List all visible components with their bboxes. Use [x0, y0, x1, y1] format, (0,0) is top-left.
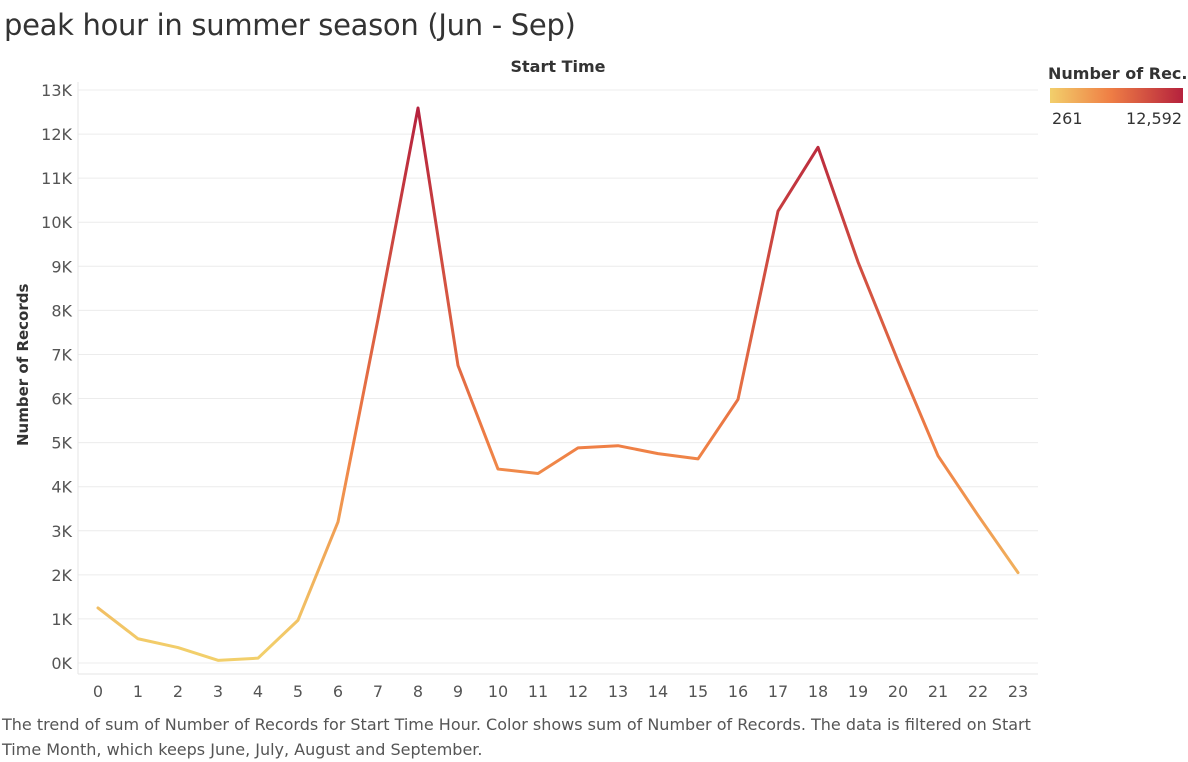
y-tick-label: 11K [41, 169, 72, 188]
data-point[interactable] [332, 516, 344, 528]
y-tick-label: 9K [51, 257, 72, 276]
data-point[interactable] [1012, 567, 1024, 579]
data-point[interactable] [532, 467, 544, 479]
legend-max-label: 12,592 [1126, 109, 1182, 128]
x-tick-label: 21 [928, 682, 948, 701]
x-tick-label: 7 [373, 682, 383, 701]
data-point[interactable] [932, 450, 944, 462]
series-line[interactable] [92, 102, 1024, 666]
x-tick-label: 23 [1008, 682, 1028, 701]
x-tick-label: 14 [648, 682, 668, 701]
data-point[interactable] [452, 359, 464, 371]
data-point[interactable] [92, 602, 104, 614]
x-tick-label: 19 [848, 682, 868, 701]
data-point[interactable] [652, 448, 664, 460]
records-line[interactable] [96, 106, 1020, 662]
y-tick-label: 3K [51, 522, 72, 541]
data-point[interactable] [892, 355, 904, 367]
data-point[interactable] [572, 442, 584, 454]
y-tick-label: 6K [51, 390, 72, 409]
y-tick-label: 13K [41, 81, 72, 100]
x-tick-label: 11 [528, 682, 548, 701]
x-axis-ticks: 0 1 2 3 4 5 6 7 8 9 10 11 12 13 14 15 16 17 18 19 20 21 22 23 [93, 682, 1028, 701]
x-tick-label: 5 [293, 682, 303, 701]
data-point[interactable] [852, 256, 864, 268]
y-tick-label: 2K [51, 566, 72, 585]
y-tick-label: 1K [51, 610, 72, 629]
data-point[interactable] [412, 102, 424, 114]
gridlines [77, 82, 1038, 675]
data-point[interactable] [612, 440, 624, 452]
x-tick-label: 3 [213, 682, 223, 701]
data-point[interactable] [172, 642, 184, 654]
x-tick-label: 17 [768, 682, 788, 701]
x-tick-label: 20 [888, 682, 908, 701]
x-tick-label: 10 [488, 682, 508, 701]
y-axis-ticks: 0K 1K 2K 3K 4K 5K 6K 7K 8K 9K 10K 11K 12K 13K [41, 81, 72, 673]
x-tick-label: 16 [728, 682, 748, 701]
x-tick-label: 9 [453, 682, 463, 701]
x-tick-label: 13 [608, 682, 628, 701]
x-tick-label: 18 [808, 682, 828, 701]
x-tick-label: 15 [688, 682, 708, 701]
x-tick-label: 8 [413, 682, 423, 701]
x-axis-title: Start Time [510, 57, 606, 76]
data-point[interactable] [812, 141, 824, 153]
x-tick-label: 1 [133, 682, 143, 701]
data-point[interactable] [732, 393, 744, 405]
data-point[interactable] [292, 614, 304, 626]
y-tick-label: 7K [51, 345, 72, 364]
y-tick-label: 10K [41, 213, 72, 232]
legend-color-ramp [1050, 88, 1183, 103]
data-point[interactable] [132, 633, 144, 645]
data-point[interactable] [492, 463, 504, 475]
chart-title: peak hour in summer season (Jun - Sep) [4, 8, 576, 42]
x-tick-label: 2 [173, 682, 183, 701]
y-tick-label: 8K [51, 301, 72, 320]
data-point[interactable] [252, 652, 264, 664]
y-tick-label: 12K [41, 125, 72, 144]
y-tick-label: 4K [51, 478, 72, 497]
caption: The trend of sum of Number of Records fo… [2, 715, 1031, 759]
data-point[interactable] [212, 654, 224, 666]
y-tick-label: 0K [51, 654, 72, 673]
y-tick-label: 5K [51, 434, 72, 453]
x-tick-label: 22 [968, 682, 988, 701]
data-point[interactable] [372, 313, 384, 325]
legend-title[interactable]: Number of Rec.. [1048, 64, 1188, 83]
data-point[interactable] [972, 509, 984, 521]
data-point[interactable] [772, 205, 784, 217]
x-tick-label: 4 [253, 682, 263, 701]
data-point[interactable] [692, 453, 704, 465]
x-tick-label: 6 [333, 682, 343, 701]
x-tick-label: 0 [93, 682, 103, 701]
legend-min-label: 261 [1052, 109, 1083, 128]
x-tick-label: 12 [568, 682, 588, 701]
